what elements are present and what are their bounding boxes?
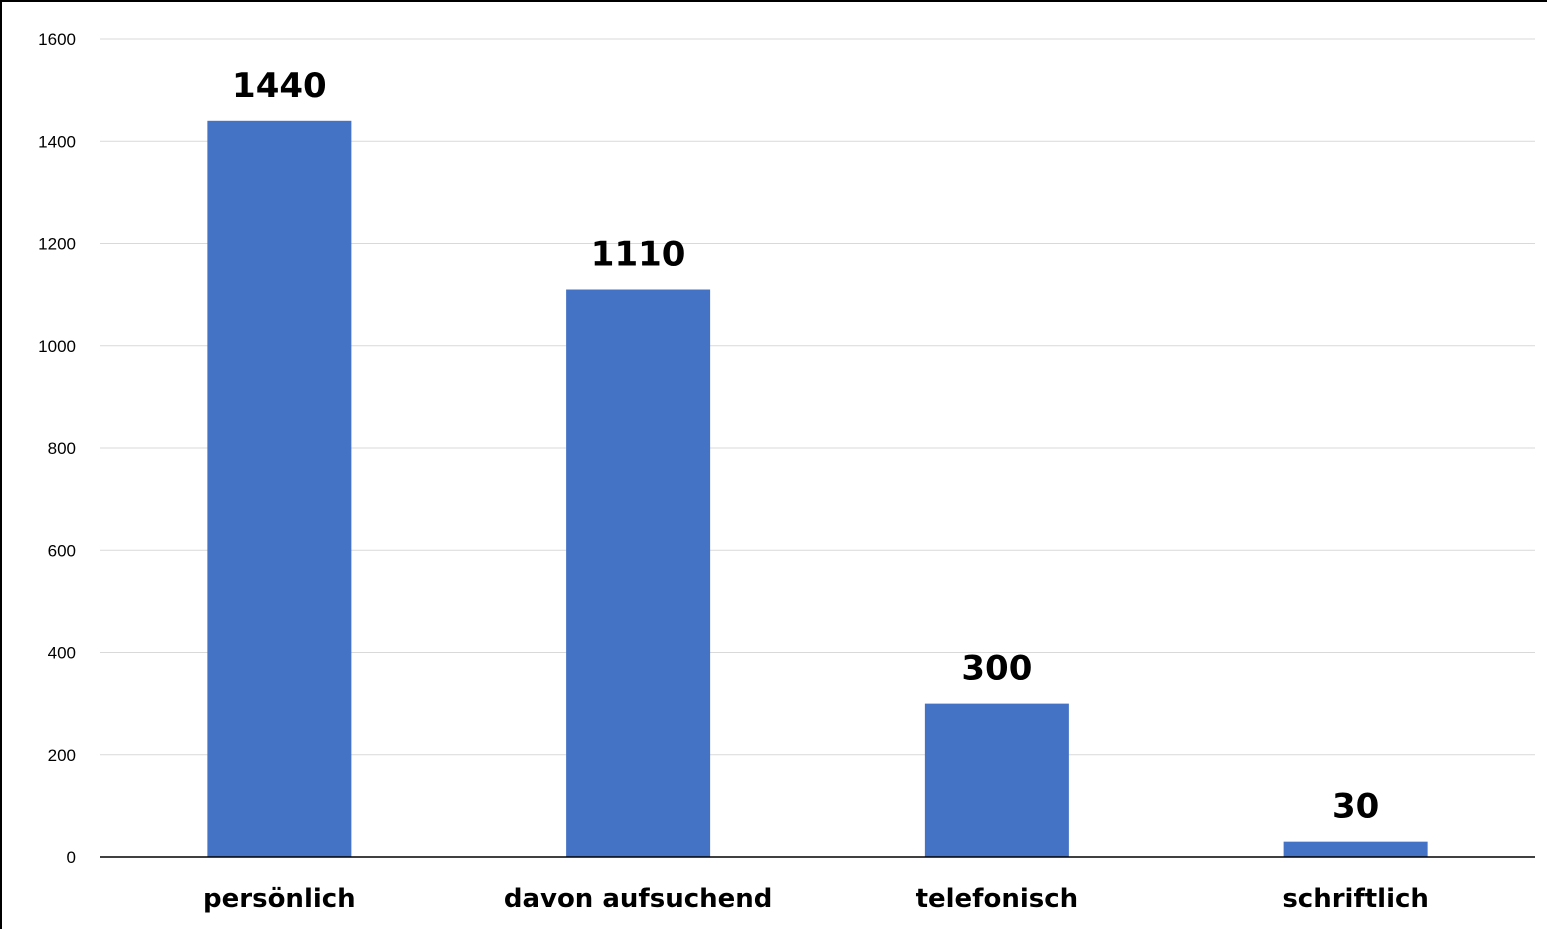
y-tick-label: 1600 [38, 30, 76, 49]
data-label: 1440 [232, 66, 327, 106]
y-tick-label: 0 [67, 848, 76, 867]
data-label: 1110 [591, 235, 686, 275]
bar [924, 703, 1069, 857]
bar [1283, 841, 1428, 857]
category-label: schriftlich [1282, 884, 1429, 914]
category-label: telefonisch [916, 884, 1079, 914]
y-tick-label: 1200 [38, 235, 76, 254]
y-tick-label: 200 [48, 746, 76, 765]
y-tick-label: 1000 [38, 337, 76, 356]
data-label: 300 [961, 649, 1032, 689]
bar [566, 289, 711, 857]
bars [207, 120, 1428, 858]
y-tick-label: 400 [48, 644, 76, 663]
data-label: 30 [1332, 787, 1379, 827]
category-label: persönlich [203, 884, 356, 914]
data-labels: 1440 1110 300 30 [232, 66, 1379, 827]
y-axis-ticks: 0 200 400 600 800 1000 1200 1400 1600 [38, 30, 76, 867]
category-label: davon aufsuchend [504, 884, 773, 914]
y-tick-label: 800 [48, 439, 76, 458]
y-tick-label: 600 [48, 541, 76, 560]
bar [207, 120, 352, 858]
y-tick-label: 1400 [38, 132, 76, 151]
category-labels: persönlich davon aufsuchend telefonisch sch… [203, 884, 1429, 914]
